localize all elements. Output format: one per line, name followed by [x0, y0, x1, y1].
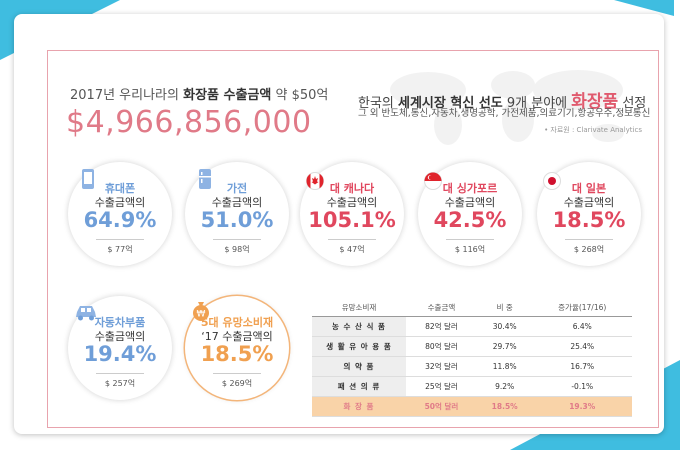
fridge-icon	[199, 169, 211, 189]
table-header: 증가율(17/16)	[532, 298, 632, 317]
circle-percent: 51.0%	[200, 208, 274, 232]
circle-head: 휴대폰	[104, 182, 136, 195]
circle-japan: 대 일본 수출금액의 18.5% $ 268억	[537, 162, 641, 266]
circle-percent: 18.5%	[552, 208, 626, 232]
circle-percent: 18.5%	[200, 342, 274, 366]
circle-head: 자동차부품	[94, 316, 146, 329]
circle-amount: $ 77억	[107, 245, 133, 254]
car-icon	[76, 306, 96, 321]
headline-bold: 화장품 수출금액	[183, 88, 272, 103]
circle-sub: 수출금액의	[94, 196, 146, 209]
circle-canada: 대 캐나다 수출금액의 105.1% $ 47억	[300, 162, 404, 266]
circle-amount: $ 268억	[573, 245, 605, 254]
table-cell: 의 약 품	[312, 356, 406, 377]
circle-head: 대 캐나다	[329, 182, 375, 195]
table-header-row: 유망소비재 수출금액 비 중 증가율(17/16)	[312, 298, 632, 317]
circle-amount: $ 269억	[221, 379, 253, 388]
table-cell: 패 션 의 류	[312, 376, 406, 397]
canada-flag-icon	[306, 172, 324, 190]
table-cell: 9.2%	[476, 376, 533, 397]
table-header: 수출금액	[406, 298, 477, 317]
table-cell: 50억 달러	[406, 396, 477, 417]
circle-amount: $ 116억	[454, 245, 486, 254]
table-row: 의 약 품 32억 달러 11.8% 16.7%	[312, 356, 632, 377]
circle-amount: $ 257억	[104, 379, 136, 388]
infographic-frame: 2017년 우리나라의 화장품 수출금액 약 $50억 $4,966,856,0…	[47, 50, 659, 428]
circle-divider	[565, 239, 613, 240]
circle-divider	[446, 239, 494, 240]
table-cell: 32억 달러	[406, 356, 477, 377]
circle-divider	[96, 373, 144, 374]
circle-head: 5대 유망소비재	[200, 316, 274, 329]
circle-head: 대 일본	[571, 182, 607, 195]
circle-divider	[213, 239, 261, 240]
table-cell: 11.8%	[476, 356, 533, 377]
svg-text:₩: ₩	[197, 310, 206, 320]
right-pink: 화장품	[571, 92, 619, 112]
table-cell: 농 수 산 식 품	[312, 316, 406, 337]
circle-sub: ‘17 수출금액의	[201, 330, 273, 343]
table-header: 유망소비재	[312, 298, 406, 317]
won-bag-icon: ₩	[193, 302, 209, 321]
table-cell: 25.4%	[532, 336, 632, 357]
circle-head: 대 싱가포르	[442, 182, 498, 195]
right-bold: 세계시장 혁신 선도	[398, 96, 503, 111]
table-cell: 16.7%	[532, 356, 632, 377]
circle-divider	[96, 239, 144, 240]
right-mid: 9개 분야에	[502, 96, 572, 111]
table-row: 생 활 유 아 용 품 80억 달러 29.7% 25.4%	[312, 336, 632, 357]
circle-sub: 수출금액의	[211, 196, 263, 209]
table-cell: 82억 달러	[406, 316, 477, 337]
table-cell: 6.4%	[532, 316, 632, 337]
circle-appliance: 가전 수출금액의 51.0% $ 98억	[185, 162, 289, 266]
circle-divider	[328, 239, 376, 240]
headline-right: 한국의 세계시장 혁신 선도 9개 분야에 화장품 선정	[358, 87, 646, 112]
circle-consumer-goods: ₩ 5대 유망소비재 ‘17 수출금액의 18.5% $ 269억	[185, 296, 289, 400]
singapore-flag-icon	[424, 172, 442, 190]
table-cell: 19.3%	[532, 396, 632, 417]
circle-sub: 수출금액의	[444, 196, 496, 209]
table-cell: 29.7%	[476, 336, 533, 357]
table-cell: 18.5%	[476, 396, 533, 417]
circle-sub: 수출금액의	[563, 196, 615, 209]
table-row: 패 션 의 류 25억 달러 9.2% -0.1%	[312, 376, 632, 397]
table-cell: 25억 달러	[406, 376, 477, 397]
infographic-card: 2017년 우리나라의 화장품 수출금액 약 $50억 $4,966,856,0…	[14, 14, 664, 434]
headline-suffix: 약 $50억	[271, 88, 329, 103]
world-map-background	[390, 70, 624, 145]
table-cell: 화 장 품	[312, 396, 406, 417]
right-suffix: 선정	[618, 96, 647, 111]
headline-prefix: 2017년 우리나라의	[70, 88, 184, 103]
circle-singapore: 대 싱가포르 수출금액의 42.5% $ 116억	[418, 162, 522, 266]
circle-amount: $ 98억	[224, 245, 250, 254]
table-header: 비 중	[476, 298, 533, 317]
headline-left: 2017년 우리나라의 화장품 수출금액 약 $50억	[70, 84, 328, 103]
circle-percent: 42.5%	[433, 208, 507, 232]
source-note: • 자료원 : Clarivate Analytics	[544, 126, 642, 134]
table-row: 농 수 산 식 품 82억 달러 30.4% 6.4%	[312, 316, 632, 337]
table-cell: 80억 달러	[406, 336, 477, 357]
right-prefix: 한국의	[358, 96, 399, 111]
circle-amount: $ 47억	[339, 245, 365, 254]
table-cell: 생 활 유 아 용 품	[312, 336, 406, 357]
circle-head: 가전	[226, 182, 248, 195]
circle-auto-parts: 자동차부품 수출금액의 19.4% $ 257억	[68, 296, 172, 400]
table-cell: 30.4%	[476, 316, 533, 337]
right-subtitle: 그 외 반도체,통신,자동차,생명공학, 가전제품,의료기기,항공우주,정보통신	[358, 108, 651, 119]
circle-phone: 휴대폰 수출금액의 64.9% $ 77억	[68, 162, 172, 266]
phone-icon	[82, 169, 94, 189]
table-row-highlight: 화 장 품 50억 달러 18.5% 19.3%	[312, 396, 632, 417]
japan-flag-icon	[543, 172, 561, 190]
big-number: $4,966,856,000	[66, 105, 312, 140]
circle-percent: 19.4%	[83, 342, 157, 366]
circle-divider	[213, 373, 261, 374]
table-cell: -0.1%	[532, 376, 632, 397]
circle-sub: 수출금액의	[94, 330, 146, 343]
circle-percent: 105.1%	[308, 208, 396, 232]
consumer-goods-table: 유망소비재 수출금액 비 중 증가율(17/16) 농 수 산 식 품 82억 …	[312, 298, 632, 417]
circle-sub: 수출금액의	[326, 196, 378, 209]
circle-percent: 64.9%	[83, 208, 157, 232]
